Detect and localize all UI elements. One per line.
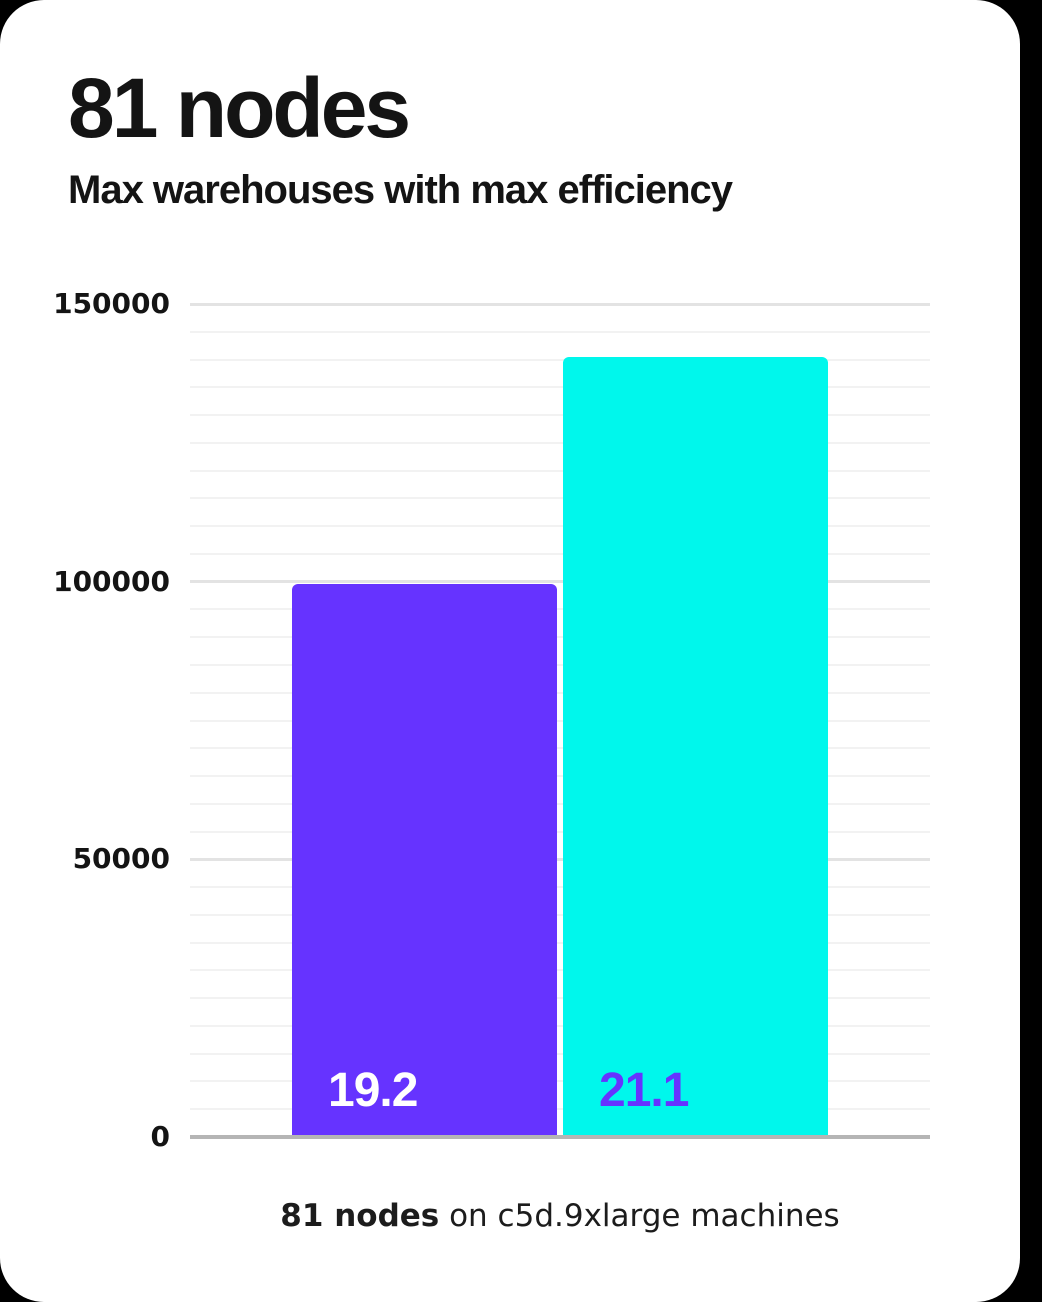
gridline-minor: [190, 469, 930, 472]
y-tick-label: 150000: [53, 287, 170, 320]
bar-19.2: 19.2: [292, 584, 557, 1137]
gridline-minor: [190, 358, 930, 361]
x-axis-line: [190, 1135, 930, 1139]
gridline-minor: [190, 886, 930, 889]
gridline-minor: [190, 969, 930, 972]
gridline-minor: [190, 441, 930, 444]
bar-value-label: 19.2: [328, 1063, 418, 1117]
gridline-minor: [190, 386, 930, 389]
caption-regular-text: on c5d.9xlarge machines: [439, 1198, 840, 1234]
gridline-minor: [190, 497, 930, 500]
gridline-minor: [190, 830, 930, 833]
gridline-minor: [190, 802, 930, 805]
bar-value-label: 21.1: [599, 1063, 689, 1117]
gridline-minor: [190, 691, 930, 694]
gridline-minor: [190, 747, 930, 750]
gridline-minor: [190, 1080, 930, 1083]
gridline-minor: [190, 636, 930, 639]
y-tick-label: 0: [150, 1120, 170, 1153]
stat-card: 81 nodes Max warehouses with max efficie…: [0, 0, 1020, 1302]
gridline-minor: [190, 913, 930, 916]
gridline-minor: [190, 414, 930, 417]
gridline-major: [190, 580, 930, 584]
gridline-major: [190, 302, 930, 306]
gridline-major: [190, 857, 930, 861]
gridline-minor: [190, 525, 930, 528]
bar-21.1: 21.1: [563, 356, 828, 1137]
gridline-minor: [190, 552, 930, 555]
gridline-minor: [190, 663, 930, 666]
chart-caption: 81 nodes on c5d.9xlarge machines: [190, 1198, 930, 1234]
gridline-minor: [190, 1108, 930, 1111]
gridline-minor: [190, 775, 930, 778]
page-subtitle: Max warehouses with max efficiency: [68, 168, 733, 212]
gridline-minor: [190, 1052, 930, 1055]
y-tick-label: 100000: [53, 564, 170, 598]
gridline-minor: [190, 608, 930, 611]
y-tick-label: 50000: [72, 842, 170, 876]
caption-bold-text: 81 nodes: [280, 1198, 440, 1234]
gridline-minor: [190, 719, 930, 722]
gridline-minor: [190, 997, 930, 1000]
bar-chart: 0 50000 100000 150000 19.2 21.1: [0, 287, 930, 1153]
y-axis-labels: 0 50000 100000 150000: [0, 287, 170, 1153]
plot-area: 19.2 21.1: [190, 302, 930, 1139]
gridline-minor: [190, 1024, 930, 1027]
gridline-minor: [190, 941, 930, 944]
page-title: 81 nodes: [68, 61, 411, 155]
gridline-minor: [190, 330, 930, 333]
